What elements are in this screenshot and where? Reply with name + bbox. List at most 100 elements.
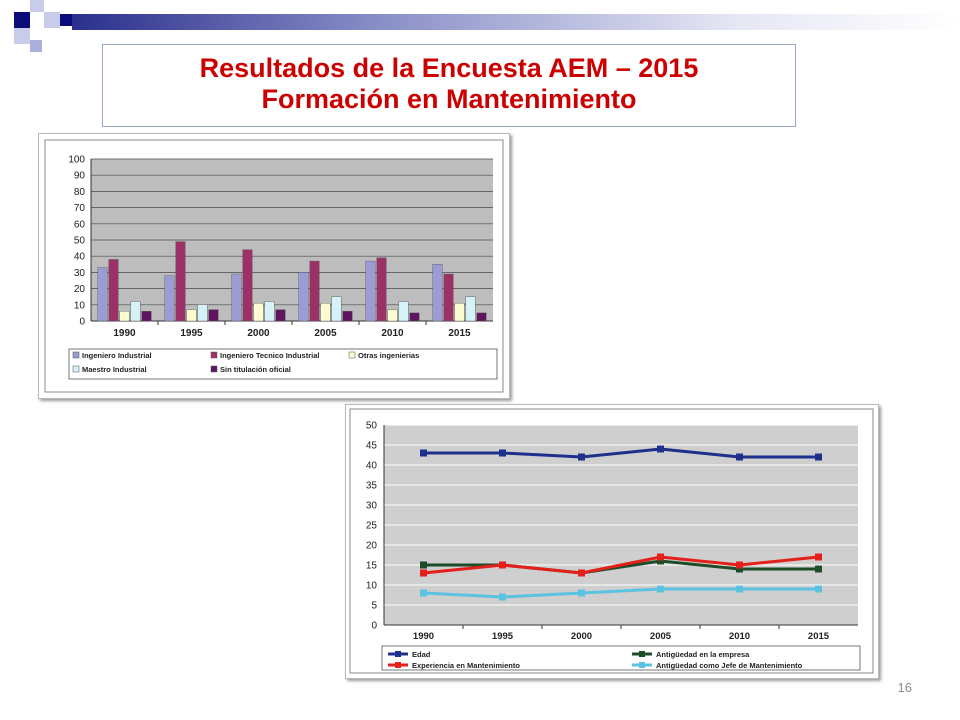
series-marker-2 [815,565,822,573]
bar-4 [398,301,409,322]
deco-square-light [44,12,60,28]
corner-decoration [0,0,120,60]
header-gradient-bar [72,14,960,30]
series-marker-3 [815,553,822,561]
series-marker-2 [420,561,427,569]
series-marker-1 [499,449,506,457]
legend-swatch [348,351,356,359]
legend-label: Antigüedad en la empresa [656,650,750,659]
series-marker-2 [736,565,743,573]
x-tick-label: 1990 [113,328,136,339]
bar-1 [365,260,376,322]
bar-3 [387,309,398,322]
series-marker-4 [815,585,822,593]
bar-2 [376,257,387,322]
bar-3 [320,302,331,322]
bar-5 [409,312,420,322]
y-tick-label: 50 [74,236,86,247]
slide-title-line-2: Formación en Mantenimiento [261,84,637,114]
series-marker-1 [578,453,585,461]
bar-4 [331,296,342,322]
series-marker-4 [657,585,664,593]
x-tick-label: 2005 [650,631,672,642]
bar-2 [108,259,119,322]
y-tick-label: 30 [74,268,86,279]
bar-1 [97,267,108,322]
x-tick-label: 2010 [381,328,404,339]
legend-label: Ingeniero Tecnico Industrial [220,351,319,360]
y-tick-label: 70 [74,203,86,214]
series-marker-3 [736,561,743,569]
x-tick-label: 1990 [413,631,434,642]
deco-square-mid [30,40,42,52]
y-tick-label: 50 [366,421,378,432]
y-tick-label: 15 [366,561,378,572]
bar-3 [253,302,264,322]
y-tick-label: 0 [371,621,377,632]
legend-label: Ingeniero Industrial [82,351,152,360]
series-marker-1 [736,453,743,461]
y-tick-label: 60 [74,219,86,230]
line-chart: 0 5 10 15 20 25 30 35 40 45 50 1990 1995 2000 2005 2010… [349,408,874,674]
legend-label: Antigüedad como Jefe de Mantenimiento [656,661,803,670]
legend-label: Otras ingenierias [358,351,419,360]
legend-label: Edad [412,650,431,659]
series-marker-4 [578,589,585,597]
y-tick-label: 35 [366,481,378,492]
legend-box [68,348,498,380]
series-marker-4 [420,589,427,597]
slide-title-box: Resultados de la Encuesta AEM – 2015 For… [102,44,796,127]
x-tick-label: 2015 [448,328,471,339]
bar-2 [242,249,253,322]
y-tick-label: 25 [366,521,378,532]
deco-square-navy [14,12,30,28]
bar-5 [342,311,353,322]
bar-5 [141,311,152,322]
y-tick-label: 10 [366,581,378,592]
y-tick-label: 20 [74,284,86,295]
legend-swatch [210,365,218,373]
series-marker-3 [499,561,506,569]
legend-box [381,645,861,671]
y-tick-label: 0 [79,317,85,328]
bar-chart: 0 10 20 30 40 50 60 70 80 90 100 1990 1995 2000 2005 20… [44,139,504,393]
y-tick-label: 80 [74,187,86,198]
legend-marker [395,651,401,657]
bar-1 [432,264,443,322]
page-number: 16 [897,680,912,695]
bar-chart-frame: 0 10 20 30 40 50 60 70 80 90 100 1990 1995 2000 2005 20… [38,133,510,399]
line-chart-frame: 0 5 10 15 20 25 30 35 40 45 50 1990 1995 2000 2005 2010… [345,404,879,679]
y-tick-label: 5 [371,601,377,612]
series-marker-2 [657,557,664,565]
y-tick-label: 100 [68,155,85,166]
bar-2 [443,273,454,322]
series-line-1 [423,447,819,459]
legend-marker [639,651,645,657]
x-tick-label: 2015 [808,631,830,642]
bar-3 [454,302,465,322]
series-line-3 [423,555,819,575]
y-tick-label: 45 [366,441,378,452]
series-marker-1 [657,445,664,453]
bar-5 [476,312,487,322]
series-marker-1 [815,453,822,461]
series-marker-3 [578,569,585,577]
bar-1 [298,272,309,322]
bar-3 [186,309,197,322]
legend-label: Sin titulación oficial [220,365,291,374]
bar-2 [309,260,320,322]
bar-2 [175,241,186,322]
legend-marker [395,662,401,668]
y-tick-label: 10 [74,300,86,311]
bar-4 [264,301,275,322]
y-tick-label: 30 [366,501,378,512]
bar-3 [119,311,130,322]
series-line-4 [423,587,819,599]
deco-square-light [14,28,30,44]
y-tick-label: 20 [366,541,378,552]
legend-marker [639,662,645,668]
bar-4 [130,301,141,322]
x-tick-label: 1995 [492,631,514,642]
legend-label: Maestro Industrial [82,365,147,374]
slide-title-line-1: Resultados de la Encuesta AEM – 2015 [199,53,699,83]
